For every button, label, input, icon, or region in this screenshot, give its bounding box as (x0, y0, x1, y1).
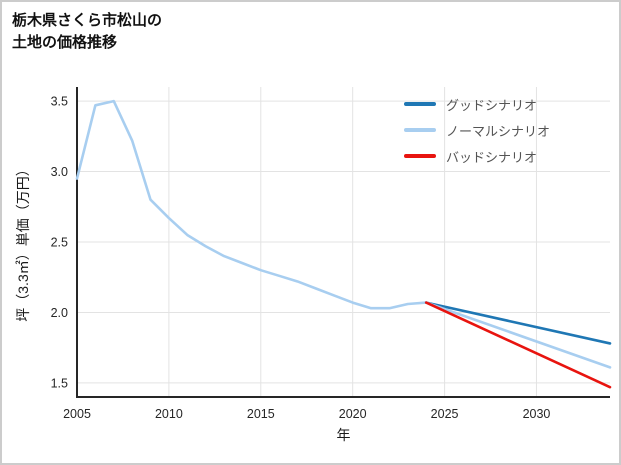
chart-title: 栃木県さくら市松山の 土地の価格推移 (12, 10, 162, 54)
legend-swatch-bad-scenario (404, 154, 436, 158)
x-tick-label: 2030 (523, 407, 551, 421)
chart-title-line1: 栃木県さくら市松山の (12, 12, 163, 29)
legend-label-bad-scenario: バッドシナリオ (446, 149, 538, 165)
y-tick-label: 3.0 (51, 165, 68, 179)
series-line-normal-scenario (424, 301, 612, 369)
x-tick-label: 2005 (63, 407, 91, 421)
legend-swatch-normal-scenario (404, 128, 436, 132)
series-line-good-scenario (424, 301, 612, 345)
y-tick-label: 1.5 (51, 376, 68, 390)
x-tick-label: 2015 (247, 407, 275, 421)
x-tick-label: 2010 (155, 407, 183, 421)
chart-title-line2: 土地の価格推移 (12, 34, 118, 51)
y-tick-label: 2.0 (51, 306, 68, 320)
x-tick-label: 2025 (431, 407, 459, 421)
y-tick-label: 3.5 (51, 95, 68, 109)
legend-item-good-scenario: グッドシナリオ (404, 94, 550, 114)
y-tick-label: 2.5 (51, 236, 68, 250)
legend-item-normal-scenario: ノーマルシナリオ (404, 120, 550, 140)
legend-swatch-good-scenario (404, 102, 436, 106)
x-tick-label: 2020 (339, 407, 367, 421)
legend-label-good-scenario: グッドシナリオ (446, 97, 538, 113)
x-axis-label: 年 (337, 427, 351, 443)
legend: グッドシナリオ ノーマルシナリオ バッドシナリオ (404, 94, 550, 172)
series-line-bad-scenario (424, 301, 612, 389)
series-line-price-history (75, 99, 428, 310)
y-axis-label: 坪（3.3㎡）単価（万円） (15, 162, 31, 321)
legend-item-bad-scenario: バッドシナリオ (404, 146, 550, 166)
legend-label-normal-scenario: ノーマルシナリオ (446, 123, 551, 139)
